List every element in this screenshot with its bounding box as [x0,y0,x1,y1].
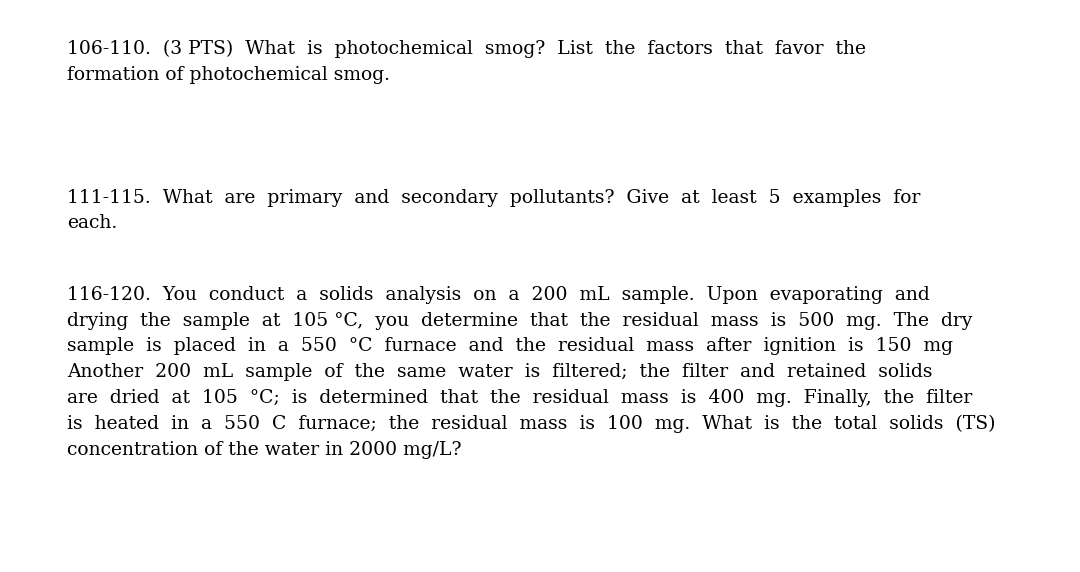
Text: 111-115.  What  are  primary  and  secondary  pollutants?  Give  at  least  5  e: 111-115. What are primary and secondary … [67,189,920,232]
Text: 116-120.  You  conduct  a  solids  analysis  on  a  200  mL  sample.  Upon  evap: 116-120. You conduct a solids analysis o… [67,286,996,459]
Text: 106-110.  (3 PTS)  What  is  photochemical  smog?  List  the  factors  that  fav: 106-110. (3 PTS) What is photochemical s… [67,40,866,84]
